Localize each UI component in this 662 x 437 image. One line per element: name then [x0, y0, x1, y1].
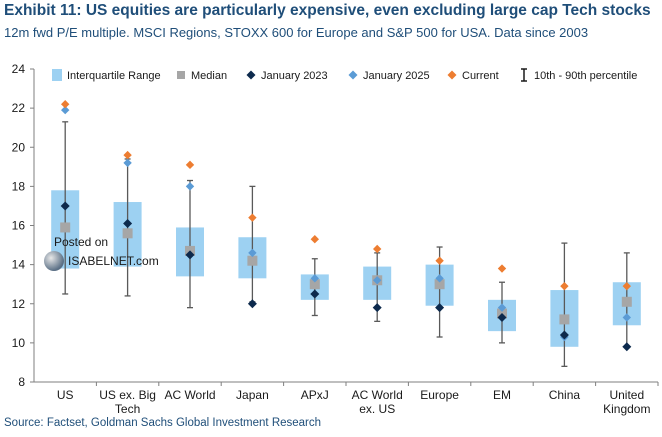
category-group: EM — [488, 264, 534, 402]
legend-label-current: Current — [462, 70, 499, 82]
y-tick-label: 12 — [12, 297, 26, 311]
y-tick-label: 8 — [18, 375, 25, 389]
category-group: AC World — [164, 160, 222, 402]
legend-label-iqr: Interquartile Range — [67, 70, 161, 82]
globe-icon — [44, 251, 64, 271]
chart-subtitle: 12m fwd P/E multiple. MSCI Regions, STOX… — [4, 25, 589, 40]
current-marker — [497, 264, 507, 273]
legend-label-jan2023: January 2023 — [261, 70, 328, 82]
current-marker — [435, 256, 444, 265]
legend-swatch-jan2023 — [246, 70, 256, 80]
x-tick-label: AC World — [164, 388, 215, 402]
axis-layer: 8 10 12 14 16 18 20 22 24 — [12, 62, 658, 389]
legend: Interquartile Range Median January 2023 Jan… — [52, 68, 637, 82]
jan2025-marker — [123, 158, 132, 168]
x-tick-label: China — [549, 388, 581, 402]
x-tick-label: US ex. Big — [99, 388, 156, 402]
jan2025-marker — [373, 276, 382, 285]
jan2025-marker — [435, 274, 444, 283]
median-marker — [559, 314, 570, 325]
jan2023-marker — [247, 299, 257, 309]
jan2023-marker — [123, 219, 133, 229]
legend-label-median: Median — [191, 70, 227, 82]
category-group: Europe — [420, 246, 472, 402]
y-tick-label: 16 — [12, 219, 26, 233]
x-tick-label: US — [57, 388, 74, 402]
x-tick-label: AC World — [352, 388, 403, 402]
jan2023-marker — [372, 303, 382, 313]
y-tick-label: 20 — [12, 140, 26, 154]
category-group: APxJ — [301, 234, 347, 402]
median-marker — [60, 222, 71, 233]
jan2025-marker — [497, 303, 507, 312]
watermark: Posted on ISABELNET.com — [44, 235, 184, 275]
jan2025-marker — [61, 105, 70, 115]
jan2023-marker — [310, 289, 320, 299]
source-note: Source: Factset, Goldman Sachs Global In… — [4, 417, 322, 429]
jan2023-marker — [559, 330, 569, 340]
x-tick-label: EM — [493, 388, 511, 402]
legend-swatch-current — [447, 70, 457, 80]
x-tick-label: ex. US — [359, 402, 395, 416]
jan2023-marker — [60, 201, 70, 211]
current-marker — [622, 281, 631, 291]
x-tick-label: Kingdom — [603, 402, 650, 416]
category-group: China — [549, 242, 597, 402]
median-marker — [122, 228, 133, 239]
legend-label-jan2025: January 2025 — [363, 70, 430, 82]
jan2025-marker — [622, 313, 631, 322]
watermark-site: ISABELNET.com — [68, 254, 159, 268]
y-tick-label: 14 — [12, 258, 26, 272]
legend-label-pct: 10th - 90th percentile — [534, 70, 637, 82]
current-marker — [61, 100, 70, 109]
jan2023-marker — [185, 250, 195, 260]
x-tick-label: Europe — [420, 388, 459, 402]
current-marker — [248, 213, 257, 222]
chart-title: Exhibit 11: US equities are particularly… — [4, 2, 651, 19]
median-marker — [247, 255, 258, 266]
current-marker — [185, 160, 195, 170]
legend-swatch-jan2025 — [348, 70, 358, 80]
x-tick-label: APxJ — [301, 388, 329, 402]
jan2023-marker — [435, 303, 445, 313]
y-tick-label: 18 — [12, 179, 26, 193]
legend-swatch-median — [177, 71, 185, 79]
current-marker — [560, 281, 569, 291]
y-tick-label: 22 — [12, 101, 26, 115]
x-tick-label: Tech — [115, 402, 140, 416]
x-tick-label: Japan — [236, 388, 269, 402]
jan2025-marker — [248, 248, 257, 258]
current-marker — [373, 244, 382, 254]
jan2025-marker — [185, 182, 195, 191]
category-group: Japan — [236, 185, 285, 402]
jan2025-marker — [310, 274, 319, 283]
y-tick-label: 10 — [12, 336, 26, 350]
current-marker — [310, 234, 319, 244]
median-marker — [309, 279, 320, 290]
y-tick-label: 24 — [12, 62, 26, 76]
category-group: US — [51, 100, 97, 402]
median-marker — [621, 296, 632, 307]
legend-swatch-iqr — [52, 69, 62, 81]
x-tick-label: United — [609, 388, 644, 402]
current-marker — [123, 150, 132, 160]
watermark-posted-on: Posted on — [54, 235, 109, 249]
jan2023-marker — [497, 312, 507, 322]
median-marker — [434, 279, 445, 290]
jan2023-marker — [622, 342, 632, 352]
